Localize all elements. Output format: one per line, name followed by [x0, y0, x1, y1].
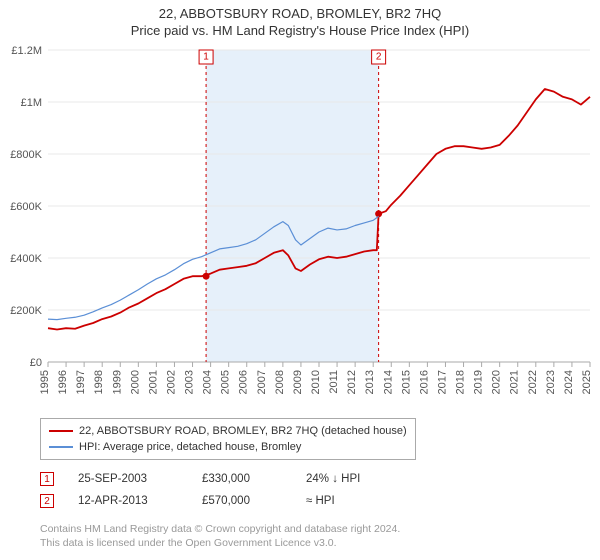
footer-line: This data is licensed under the Open Gov…: [40, 536, 600, 550]
svg-text:2023: 2023: [545, 370, 557, 394]
svg-text:2002: 2002: [165, 370, 177, 394]
svg-text:2010: 2010: [310, 370, 322, 394]
svg-text:£200K: £200K: [10, 305, 42, 317]
svg-text:2016: 2016: [418, 370, 430, 394]
marker-ref: 1: [40, 472, 54, 486]
svg-text:2020: 2020: [491, 370, 503, 394]
svg-text:2004: 2004: [202, 370, 214, 394]
txn-delta: 24% ↓ HPI: [306, 468, 360, 490]
txn-delta: ≈ HPI: [306, 490, 335, 512]
legend-item: 22, ABBOTSBURY ROAD, BROMLEY, BR2 7HQ (d…: [49, 423, 407, 439]
svg-text:2011: 2011: [328, 370, 340, 394]
svg-text:2003: 2003: [184, 370, 196, 394]
svg-text:1995: 1995: [39, 370, 51, 394]
svg-text:2021: 2021: [509, 370, 521, 394]
legend-label: HPI: Average price, detached house, Brom…: [79, 439, 301, 455]
svg-text:£0: £0: [30, 357, 42, 369]
transactions-table: 1 25-SEP-2003 £330,000 24% ↓ HPI 2 12-AP…: [40, 468, 600, 512]
svg-text:£1.2M: £1.2M: [11, 45, 42, 57]
svg-text:£400K: £400K: [10, 253, 42, 265]
svg-text:2012: 2012: [346, 370, 358, 394]
svg-text:2013: 2013: [364, 370, 376, 394]
svg-text:2007: 2007: [256, 370, 268, 394]
legend: 22, ABBOTSBURY ROAD, BROMLEY, BR2 7HQ (d…: [40, 418, 416, 460]
legend-item: HPI: Average price, detached house, Brom…: [49, 439, 407, 455]
txn-date: 12-APR-2013: [78, 490, 178, 512]
svg-text:1997: 1997: [75, 370, 87, 394]
svg-text:2025: 2025: [581, 370, 593, 394]
svg-text:£1M: £1M: [21, 97, 42, 109]
txn-price: £570,000: [202, 490, 282, 512]
txn-date: 25-SEP-2003: [78, 468, 178, 490]
legend-label: 22, ABBOTSBURY ROAD, BROMLEY, BR2 7HQ (d…: [79, 423, 407, 439]
svg-text:2005: 2005: [220, 370, 232, 394]
svg-text:2018: 2018: [455, 370, 467, 394]
legend-swatch: [49, 446, 73, 448]
svg-text:2015: 2015: [400, 370, 412, 394]
chart-container: 22, ABBOTSBURY ROAD, BROMLEY, BR2 7HQ Pr…: [0, 0, 600, 560]
chart-area: £0 £200K £400K £600K £800K £1M £1.2M 1995 1996 19…: [0, 42, 600, 412]
svg-text:2019: 2019: [473, 370, 485, 394]
svg-text:2024: 2024: [563, 370, 575, 394]
svg-text:2000: 2000: [129, 370, 141, 394]
table-row: 1 25-SEP-2003 £330,000 24% ↓ HPI: [40, 468, 600, 490]
marker-ref: 2: [40, 494, 54, 508]
svg-text:1996: 1996: [57, 370, 69, 394]
legend-swatch: [49, 430, 73, 432]
svg-text:1998: 1998: [93, 370, 105, 394]
svg-text:£800K: £800K: [10, 149, 42, 161]
chart-title: 22, ABBOTSBURY ROAD, BROMLEY, BR2 7HQ: [0, 0, 600, 21]
svg-text:2017: 2017: [436, 370, 448, 394]
footer-line: Contains HM Land Registry data © Crown c…: [40, 522, 600, 536]
svg-text:2009: 2009: [292, 370, 304, 394]
svg-text:2008: 2008: [274, 370, 286, 394]
svg-text:1999: 1999: [111, 370, 123, 394]
svg-text:2022: 2022: [527, 370, 539, 394]
chart-subtitle: Price paid vs. HM Land Registry's House …: [0, 21, 600, 42]
footer: Contains HM Land Registry data © Crown c…: [40, 522, 600, 550]
svg-text:2: 2: [376, 52, 382, 63]
svg-text:2014: 2014: [382, 370, 394, 394]
svg-text:2006: 2006: [238, 370, 250, 394]
svg-text:£600K: £600K: [10, 201, 42, 213]
chart-svg: £0 £200K £400K £600K £800K £1M £1.2M 1995 1996 19…: [0, 42, 600, 412]
table-row: 2 12-APR-2013 £570,000 ≈ HPI: [40, 490, 600, 512]
svg-text:2001: 2001: [147, 370, 159, 394]
txn-price: £330,000: [202, 468, 282, 490]
svg-text:1: 1: [203, 52, 209, 63]
